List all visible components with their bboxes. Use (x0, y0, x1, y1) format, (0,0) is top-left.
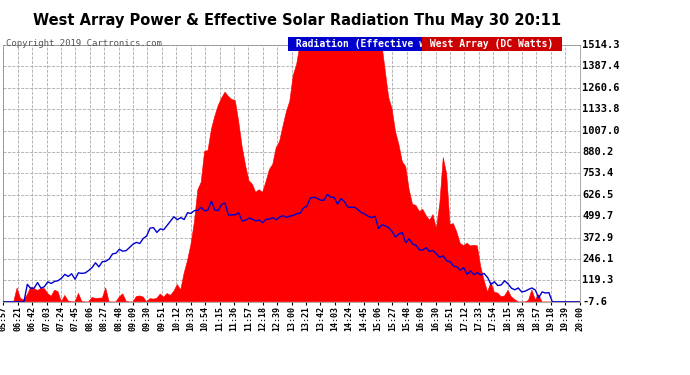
Text: 1387.4: 1387.4 (582, 62, 620, 71)
Text: 499.7: 499.7 (582, 211, 613, 221)
Text: 1133.8: 1133.8 (582, 104, 620, 114)
Text: West Array Power & Effective Solar Radiation Thu May 30 20:11: West Array Power & Effective Solar Radia… (32, 13, 561, 28)
Text: 119.3: 119.3 (582, 276, 613, 285)
Text: 1007.0: 1007.0 (582, 126, 620, 136)
Text: 372.9: 372.9 (582, 232, 613, 243)
Text: 626.5: 626.5 (582, 190, 613, 200)
Text: 1514.3: 1514.3 (582, 40, 620, 50)
Text: Copyright 2019 Cartronics.com: Copyright 2019 Cartronics.com (6, 39, 161, 48)
Text: 1260.6: 1260.6 (582, 83, 620, 93)
Text: 880.2: 880.2 (582, 147, 613, 157)
Text: -7.6: -7.6 (582, 297, 607, 307)
Text: Radiation (Effective w/m2): Radiation (Effective w/m2) (290, 39, 454, 50)
Text: West Array (DC Watts): West Array (DC Watts) (424, 39, 560, 50)
Text: 246.1: 246.1 (582, 254, 613, 264)
Text: 753.4: 753.4 (582, 168, 613, 178)
